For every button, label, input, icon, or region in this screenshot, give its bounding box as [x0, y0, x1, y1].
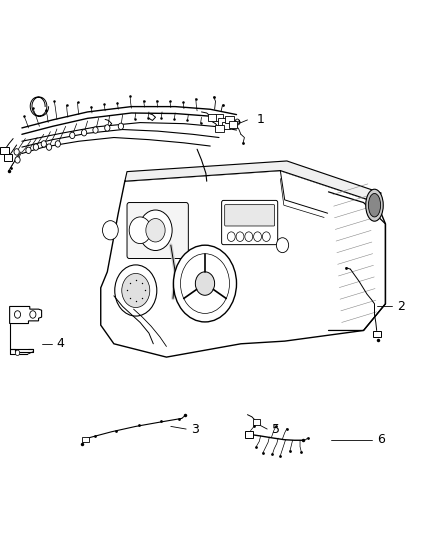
Circle shape [70, 132, 75, 139]
Circle shape [173, 245, 237, 322]
Circle shape [129, 217, 151, 244]
Circle shape [102, 221, 118, 240]
Text: 2: 2 [397, 300, 405, 313]
Circle shape [93, 127, 98, 133]
Circle shape [245, 232, 253, 241]
Circle shape [139, 210, 172, 251]
Circle shape [262, 232, 270, 241]
Text: 5: 5 [272, 423, 280, 435]
Text: 3: 3 [191, 423, 199, 435]
Bar [208, 114, 216, 121]
Circle shape [15, 157, 20, 163]
Circle shape [146, 219, 165, 242]
Circle shape [276, 238, 289, 253]
Circle shape [14, 311, 21, 318]
Circle shape [115, 265, 157, 316]
Circle shape [195, 272, 215, 295]
Circle shape [46, 144, 52, 150]
Circle shape [14, 149, 19, 155]
Bar [82, 437, 89, 442]
Ellipse shape [368, 193, 381, 217]
Bar [229, 120, 237, 127]
Circle shape [122, 273, 150, 308]
Polygon shape [125, 161, 381, 203]
Circle shape [236, 232, 244, 241]
Polygon shape [10, 306, 42, 324]
Circle shape [180, 254, 230, 313]
Text: 4: 4 [57, 337, 64, 350]
Circle shape [118, 123, 124, 130]
FancyBboxPatch shape [225, 205, 275, 226]
Bar [253, 419, 260, 425]
Circle shape [227, 232, 235, 241]
Bar [218, 118, 227, 125]
Circle shape [81, 130, 87, 136]
Circle shape [30, 311, 36, 318]
Polygon shape [101, 171, 385, 357]
Bar [0, 147, 9, 154]
Bar [225, 116, 234, 123]
Bar [222, 122, 230, 129]
FancyBboxPatch shape [222, 200, 278, 245]
Ellipse shape [366, 189, 383, 221]
Circle shape [15, 350, 20, 356]
Circle shape [41, 141, 46, 147]
Bar [373, 331, 381, 337]
Circle shape [55, 141, 60, 147]
FancyBboxPatch shape [127, 203, 188, 259]
Text: 6: 6 [377, 433, 385, 446]
Circle shape [33, 144, 39, 150]
Circle shape [254, 232, 261, 241]
Circle shape [105, 125, 110, 131]
Bar [245, 431, 253, 438]
Circle shape [26, 147, 31, 154]
Bar [4, 155, 12, 161]
Bar [215, 125, 224, 132]
Text: 1: 1 [257, 114, 265, 126]
Bar [215, 114, 223, 120]
